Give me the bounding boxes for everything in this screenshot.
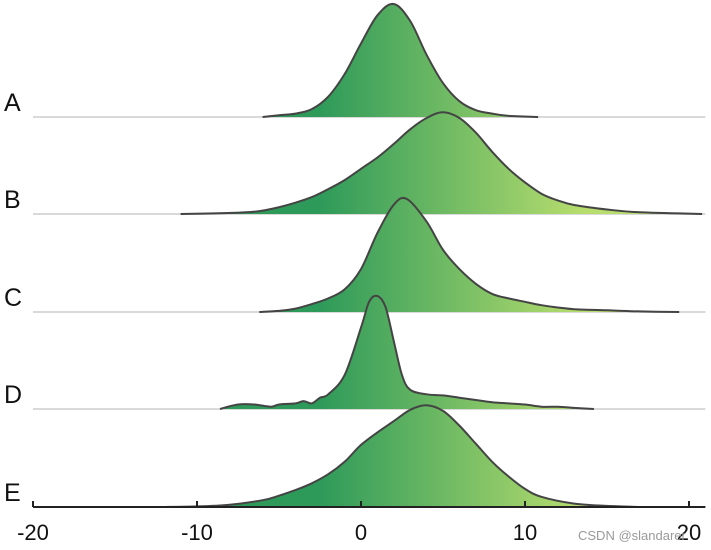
category-label-e: E (4, 479, 21, 507)
x-tick-label--10: -10 (181, 520, 213, 545)
category-labels: A B C D E (4, 89, 22, 507)
ridge-line-a (262, 2, 539, 118)
ridge-line-c (259, 196, 680, 313)
x-tick-label-20: 20 (677, 520, 701, 545)
ridge-fill-a (262, 3, 539, 117)
x-axis: -20 -10 0 10 20 (17, 501, 706, 545)
category-label-d: D (4, 381, 22, 409)
ridge-fill-b (180, 112, 703, 214)
ridge-line-e (164, 404, 640, 508)
ridges (164, 2, 703, 508)
category-label-a: A (4, 89, 21, 117)
ridge-fill-c (259, 197, 680, 312)
x-tick-label-0: 0 (355, 520, 367, 545)
category-label-b: B (4, 186, 21, 214)
ridge-line-b (180, 111, 703, 215)
watermark: CSDN @slandarer (578, 528, 687, 543)
ridge-fill-e (164, 405, 640, 507)
x-tick-label-10: 10 (513, 520, 537, 545)
category-label-c: C (4, 284, 22, 312)
ridge-line-d (219, 294, 594, 410)
x-tick-label--20: -20 (17, 520, 49, 545)
